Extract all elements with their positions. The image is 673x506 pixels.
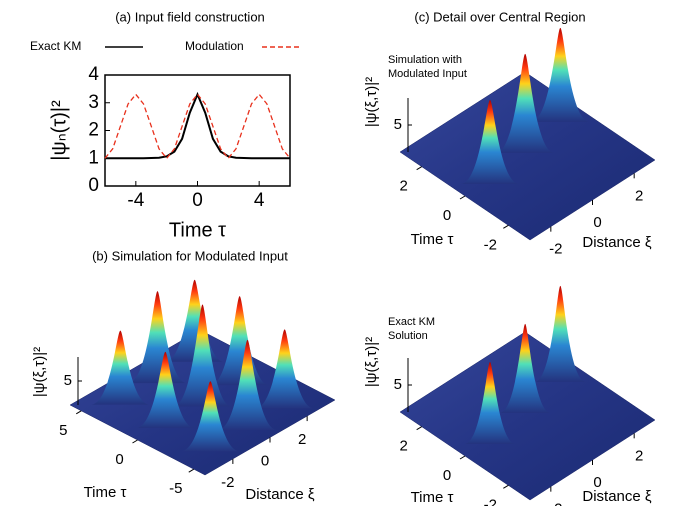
y-axis-label: Distance ξ [245,486,315,503]
x-tick [416,426,422,431]
x-tick-label: 0 [443,207,451,224]
annotation: Modulated Input [388,68,467,80]
legend-label: Modulation [185,39,244,53]
y-tick-label: 2 [635,447,643,464]
y-tick-label: 1 [88,147,99,168]
surface-peak [136,351,195,428]
series-line [105,91,290,160]
y-tick-label: -2 [549,241,562,258]
x-tick-label: -2 [484,236,497,253]
y-tick-label: 4 [88,64,99,85]
x-tick [459,195,466,200]
panel-title: (b) Simulation for Modulated Input [92,248,288,263]
x-axis-label: Time τ [411,489,454,506]
x-tick-label: 2 [399,438,407,455]
y-tick-label: 2 [635,187,643,204]
y-tick-label: 2 [298,431,306,448]
panel-title: (a) Input field construction [115,9,265,24]
y-tick-label: -2 [549,501,562,506]
annotation: Solution [388,330,428,342]
surface-peak [499,323,551,413]
x-tick [132,439,138,444]
z-tick-label: 5 [394,116,402,133]
z-axis-label: |ψ(ξ,τ)|² [363,337,380,387]
surface-peak [181,381,240,452]
x-tick-label: 4 [254,190,265,211]
x-tick-label: 5 [59,422,67,439]
y-tick-label: 0 [593,474,601,491]
x-axis-label: Time τ [169,219,226,241]
x-tick [416,166,422,171]
y-axis-label: |ψₙ(τ)|² [48,100,70,161]
x-tick-label: 2 [399,178,407,195]
x-tick-label: -5 [169,480,182,497]
surface-peak [165,279,224,362]
surface-peak [464,362,516,444]
y-tick-label: 0 [261,452,269,469]
x-tick [459,455,466,460]
z-axis-label: |ψ(ξ,τ)|² [31,347,48,397]
surface-peak [210,296,269,386]
surface-peak [128,291,187,384]
x-tick [503,224,509,229]
y-tick-label: 0 [88,175,99,196]
x-axis-label: Time τ [411,231,454,248]
x-tick-label: 0 [192,190,203,211]
y-axis-label: Distance ξ [582,234,652,251]
surface-peak [255,329,314,409]
series-line [104,93,291,160]
plot-frame [104,74,291,187]
surface-peak [218,339,277,430]
x-tick-label: 0 [443,467,451,484]
x-tick-label: -4 [127,190,144,211]
surface-peak [531,27,590,122]
surface-peak [173,304,232,407]
legend-label: Exact KM [30,39,81,53]
surface-floor [399,331,656,501]
surface-peak [461,100,519,184]
surface-peak [91,330,150,405]
surface-peak [496,53,554,153]
y-tick-label: 3 [88,92,99,113]
surface-peak [535,285,586,382]
annotation: Exact KM [388,316,435,328]
panel-title: (c) Detail over Central Region [414,9,585,24]
surface-floor [399,71,656,241]
z-axis-label: |ψ(ξ,τ)|² [363,77,380,127]
x-tick [503,484,509,489]
x-tick-label: -2 [484,496,497,506]
y-tick-label: 0 [593,214,601,231]
z-tick-label: 5 [64,372,72,389]
x-tick [75,410,82,415]
y-tick-label: -2 [221,474,234,491]
y-tick-label: 2 [88,120,99,141]
x-tick-label: 0 [115,451,123,468]
x-tick [188,468,195,473]
y-axis-label: Distance ξ [582,488,652,505]
z-tick-label: 5 [394,376,402,393]
x-axis-label: Time τ [84,484,127,501]
annotation: Simulation with [388,54,462,66]
